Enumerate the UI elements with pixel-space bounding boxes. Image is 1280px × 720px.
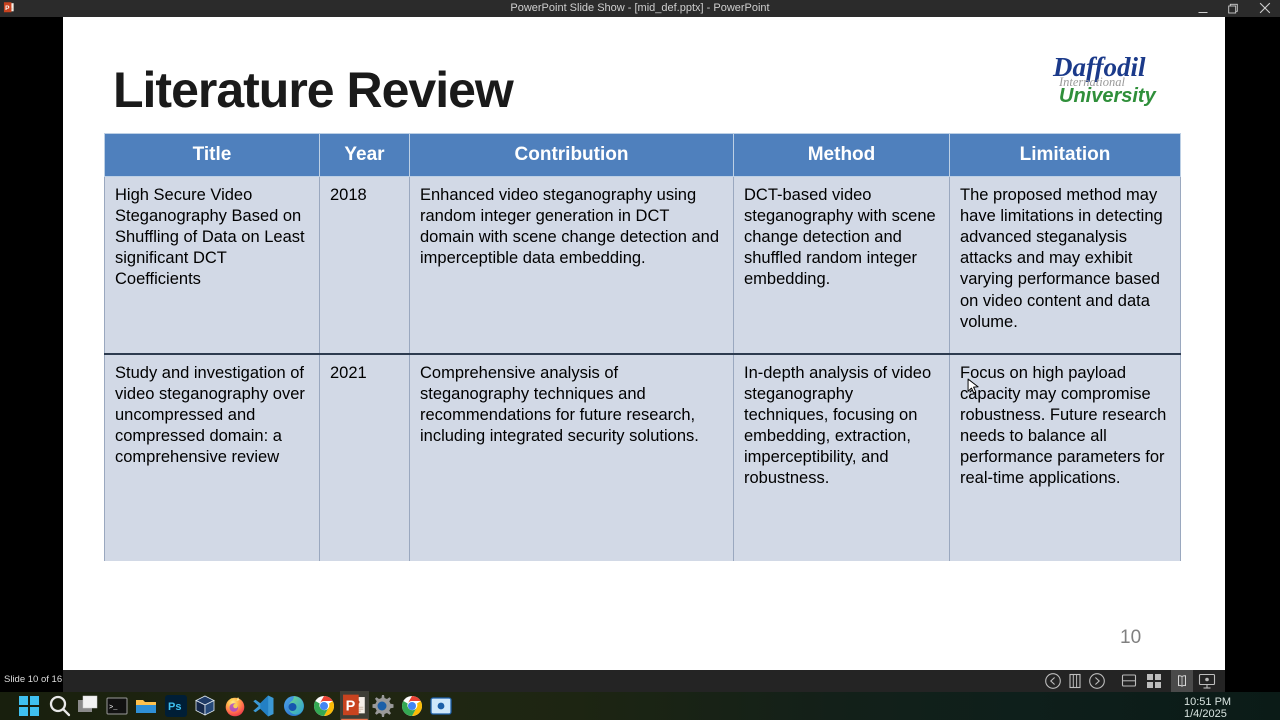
svg-text:P: P (346, 699, 356, 715)
svg-text:P: P (5, 5, 10, 12)
svg-text:>_: >_ (109, 704, 118, 712)
svg-text:Ps: Ps (168, 701, 181, 713)
svg-text:University: University (1059, 85, 1157, 107)
